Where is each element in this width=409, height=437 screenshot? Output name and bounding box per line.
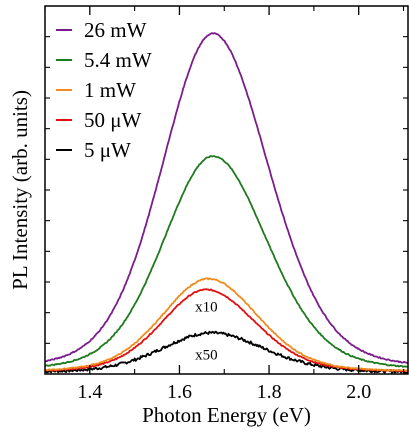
scale-annotation: x50 (195, 347, 218, 363)
legend-label: 5.4 mW (84, 48, 152, 72)
x-axis-label: Photon Energy (eV) (142, 403, 311, 427)
legend-label: 26 mW (84, 18, 147, 42)
series-line-1 (44, 155, 409, 368)
legend-label: 50 μW (84, 108, 142, 132)
x-tick-label: 1.4 (77, 381, 102, 403)
annotation-layer: x10 x50 (195, 299, 218, 363)
legend: 26 mW 5.4 mW 1 mW 50 μW 5 μW (56, 18, 152, 162)
ticks-layer: 1.4 1.6 1.8 2.0 (44, 6, 408, 403)
x-tick-label: 1.6 (167, 381, 192, 403)
series-line-2 (44, 277, 409, 372)
legend-label: 5 μW (84, 138, 131, 162)
x-tick-label: 1.8 (257, 381, 282, 403)
x-tick-label: 2.0 (346, 381, 371, 403)
legend-label: 1 mW (84, 78, 136, 102)
scale-annotation: x10 (195, 299, 218, 315)
y-axis-label: PL Intensity (arb. units) (8, 90, 32, 290)
series-line-4 (44, 330, 409, 374)
series-layer (44, 32, 409, 374)
series-line-0 (44, 32, 409, 364)
